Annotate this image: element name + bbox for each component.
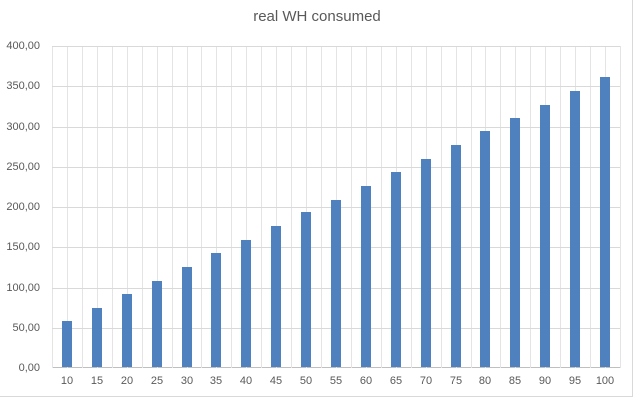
bar [62,321,72,367]
y-axis-tick-label: 150,00 [6,241,40,253]
bar [211,253,221,367]
bar [271,226,281,367]
bar [451,145,461,367]
x-axis-tick-label: 90 [538,375,552,387]
bar [361,186,371,367]
horizontal-gridline [52,167,620,168]
bar [152,281,162,367]
bar [331,200,341,367]
x-axis-tick-label: 20 [120,375,134,387]
x-axis-tick-label: 85 [508,375,522,387]
bar [600,77,610,367]
vertical-gridline [620,46,621,368]
bar [510,118,520,367]
horizontal-gridline [52,127,620,128]
bar [241,240,251,367]
x-axis-tick-label: 60 [359,375,373,387]
x-axis-tick-label: 40 [239,375,253,387]
y-axis-tick-label: 200,00 [6,201,40,213]
x-axis-tick-label: 10 [60,375,74,387]
x-axis-tick-label: 95 [568,375,582,387]
bar [570,91,580,367]
bar [92,308,102,367]
x-axis-tick-label: 15 [90,375,104,387]
x-axis-tick-label: 80 [478,375,492,387]
x-axis-tick-label: 70 [419,375,433,387]
y-axis-tick-label: 400,00 [6,40,40,52]
x-axis-tick-label: 35 [209,375,223,387]
y-axis-tick-label: 350,00 [6,80,40,92]
x-axis-tick-label: 65 [389,375,403,387]
x-axis-tick-label: 100 [595,375,615,387]
plot-area [52,46,621,368]
horizontal-gridline [52,86,620,87]
bar [122,294,132,367]
bar [301,212,311,367]
x-axis-tick-label: 45 [269,375,283,387]
bar [182,267,192,367]
bar [540,105,550,367]
x-axis-tick-label: 25 [150,375,164,387]
bar [421,159,431,367]
y-axis-tick-label: 250,00 [6,161,40,173]
x-axis-tick-label: 55 [329,375,343,387]
horizontal-gridline [52,46,620,47]
bar [391,172,401,367]
x-axis-tick-label: 75 [449,375,463,387]
y-axis-tick-label: 100,00 [6,282,40,294]
y-axis-tick-label: 0,00 [18,362,40,374]
x-axis-tick-label: 50 [299,375,313,387]
y-axis-tick-label: 300,00 [6,121,40,133]
bar [480,131,490,367]
y-axis-tick-label: 50,00 [12,322,40,334]
chart-title: real WH consumed [253,8,381,25]
x-axis-tick-label: 30 [180,375,194,387]
